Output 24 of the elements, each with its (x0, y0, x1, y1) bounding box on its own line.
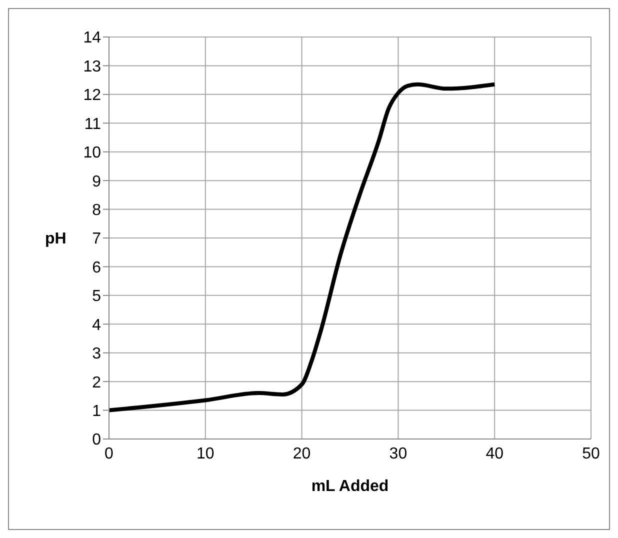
x-tick-label: 20 (292, 445, 311, 462)
y-tick-label: 1 (92, 402, 102, 420)
y-axis-title: pH (45, 230, 66, 248)
y-tick-label: 10 (83, 144, 102, 162)
x-tick-label: 10 (196, 445, 214, 462)
y-tick-label: 13 (83, 58, 102, 76)
y-tick-label: 6 (92, 259, 102, 276)
x-axis-title: mL Added (311, 478, 389, 495)
y-tick-label: 0 (92, 432, 102, 449)
y-tick-label: 8 (92, 202, 102, 219)
y-tick-label: 11 (84, 116, 102, 133)
x-tick-label: 40 (486, 445, 504, 462)
y-tick-label: 5 (92, 288, 102, 306)
y-tick-label: 9 (92, 173, 102, 190)
x-tick-label: 30 (389, 445, 408, 462)
y-tick-label: 2 (92, 374, 102, 392)
y-tick-label: 12 (83, 87, 102, 104)
line-series (109, 82, 497, 412)
x-tick-label: 50 (582, 445, 600, 462)
y-tick-label: 4 (92, 316, 102, 334)
y-tick-label: 14 (83, 30, 102, 47)
y-tick-label: 3 (92, 346, 102, 363)
x-tick-label: 0 (104, 445, 114, 462)
y-tick-label: 7 (92, 230, 102, 248)
